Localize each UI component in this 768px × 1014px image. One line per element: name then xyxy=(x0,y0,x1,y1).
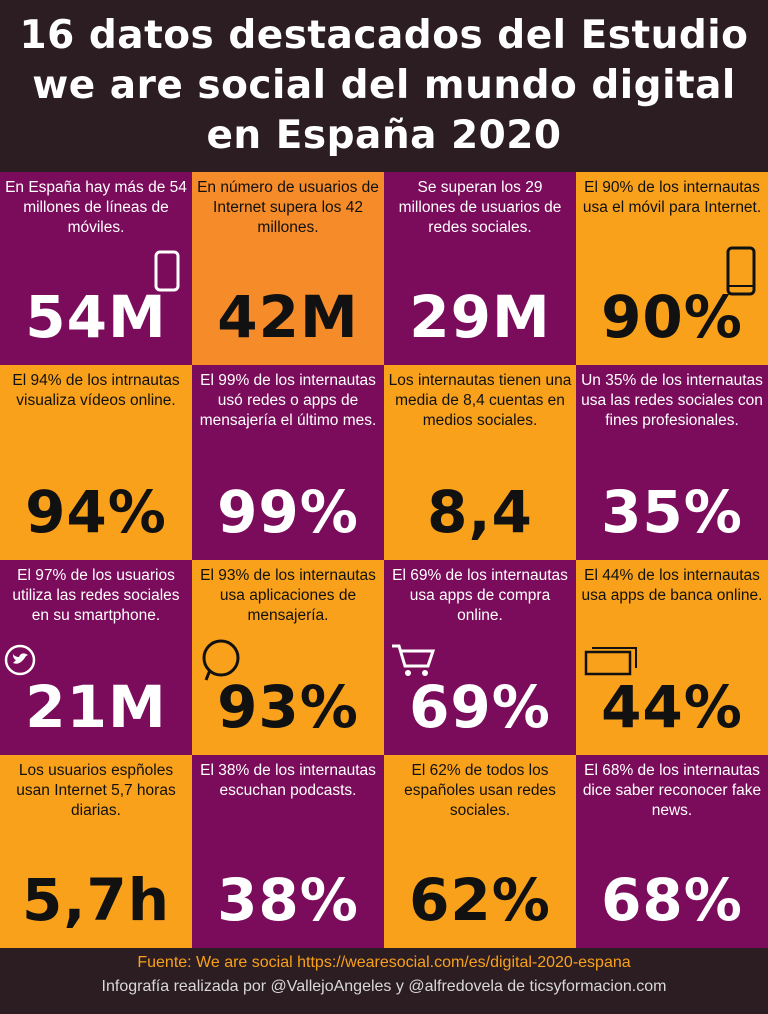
stat-tile: El 93% de los internautas usa aplicacion… xyxy=(192,560,384,755)
stat-tile: El 62% de todos los españoles usan redes… xyxy=(384,755,576,948)
source: Fuente: We are social https://wearesocia… xyxy=(137,954,631,971)
money-icon xyxy=(584,647,637,676)
stat-text: El 99% de los internautas usó redes o ap… xyxy=(199,372,377,429)
stat-tile: El 38% de los internautas escuchan podca… xyxy=(192,755,384,948)
stat-value: 35% xyxy=(601,478,743,546)
stat-text: El 90% de los internautas usa el móvil p… xyxy=(582,179,762,216)
stat-tile: El 68% de los internautas dice saber rec… xyxy=(576,755,768,948)
stat-value: 38% xyxy=(217,866,359,934)
stat-text: El 94% de los intrnautas visualiza vídeo… xyxy=(12,372,180,409)
cart-icon xyxy=(392,644,436,676)
stat-text: El 38% de los internautas escuchan podca… xyxy=(200,762,376,799)
stat-text: En número de usuarios de Internet supera… xyxy=(197,179,379,236)
stat-tile: En España hay más de 54 millones de líne… xyxy=(0,172,192,365)
stat-text: El 97% de los usuarios utiliza las redes… xyxy=(12,567,180,624)
stat-tile: El 44% de los internautas usa apps de ba… xyxy=(576,560,768,755)
phone-icon xyxy=(726,246,756,296)
whatsapp-icon xyxy=(202,639,240,681)
stat-text: En España hay más de 54 millones de líne… xyxy=(5,179,187,236)
stat-value: 42M xyxy=(217,283,359,351)
footer: Fuente: We are social https://wearesocia… xyxy=(0,948,768,1014)
stat-tile: En número de usuarios de Internet supera… xyxy=(192,172,384,365)
stat-tile: Los usuarios espñoles usan Internet 5,7 … xyxy=(0,755,192,948)
stat-value: 54M xyxy=(25,283,167,351)
stat-tile: El 97% de los usuarios utiliza las redes… xyxy=(0,560,192,755)
stat-value: 44% xyxy=(601,673,743,741)
stat-tile: El 94% de los intrnautas visualiza vídeo… xyxy=(0,365,192,560)
stat-tile: El 69% de los internautas usa apps de co… xyxy=(384,560,576,755)
stat-tile: El 90% de los internautas usa el móvil p… xyxy=(576,172,768,365)
stat-text: El 44% de los internautas usa apps de ba… xyxy=(581,567,763,604)
stat-value: 29M xyxy=(409,283,551,351)
stat-value: 94% xyxy=(25,478,167,546)
title: 16 datos destacados del Estudio we are s… xyxy=(19,13,749,158)
stat-value: 62% xyxy=(409,866,551,934)
header: 16 datos destacados del Estudio we are s… xyxy=(0,0,768,172)
stat-tile: Los internautas tienen una media de 8,4 … xyxy=(384,365,576,560)
tile-grid: En España hay más de 54 millones de líne… xyxy=(0,172,768,948)
stat-value: 5,7h xyxy=(21,866,171,934)
stat-value: 93% xyxy=(217,673,359,741)
stat-text: Los usuarios espñoles usan Internet 5,7 … xyxy=(16,762,176,819)
stat-tile: El 99% de los internautas usó redes o ap… xyxy=(192,365,384,560)
stat-text: El 62% de todos los españoles usan redes… xyxy=(404,762,556,819)
stat-tile: Se superan los 29 millones de usuarios d… xyxy=(384,172,576,365)
stat-value: 90% xyxy=(601,283,743,351)
stat-text: El 93% de los internautas usa aplicacion… xyxy=(200,567,376,624)
stat-value: 69% xyxy=(409,673,551,741)
stat-tile: Un 35% de los internautas usa las redes … xyxy=(576,365,768,560)
stat-text: El 68% de los internautas dice saber rec… xyxy=(582,762,762,819)
twitter-icon xyxy=(4,644,36,676)
phone-icon xyxy=(154,250,180,292)
stat-text: El 69% de los internautas usa apps de co… xyxy=(392,567,568,624)
stat-value: 8,4 xyxy=(427,478,533,546)
stat-value: 99% xyxy=(217,478,359,546)
stat-text: Un 35% de los internautas usa las redes … xyxy=(581,372,763,429)
stat-text: Los internautas tienen una media de 8,4 … xyxy=(388,372,572,429)
stat-value: 68% xyxy=(601,866,743,934)
credit: Infografía realizada por @VallejoAngeles… xyxy=(101,978,667,995)
stat-text: Se superan los 29 millones de usuarios d… xyxy=(398,179,562,236)
stat-value: 21M xyxy=(25,673,167,741)
